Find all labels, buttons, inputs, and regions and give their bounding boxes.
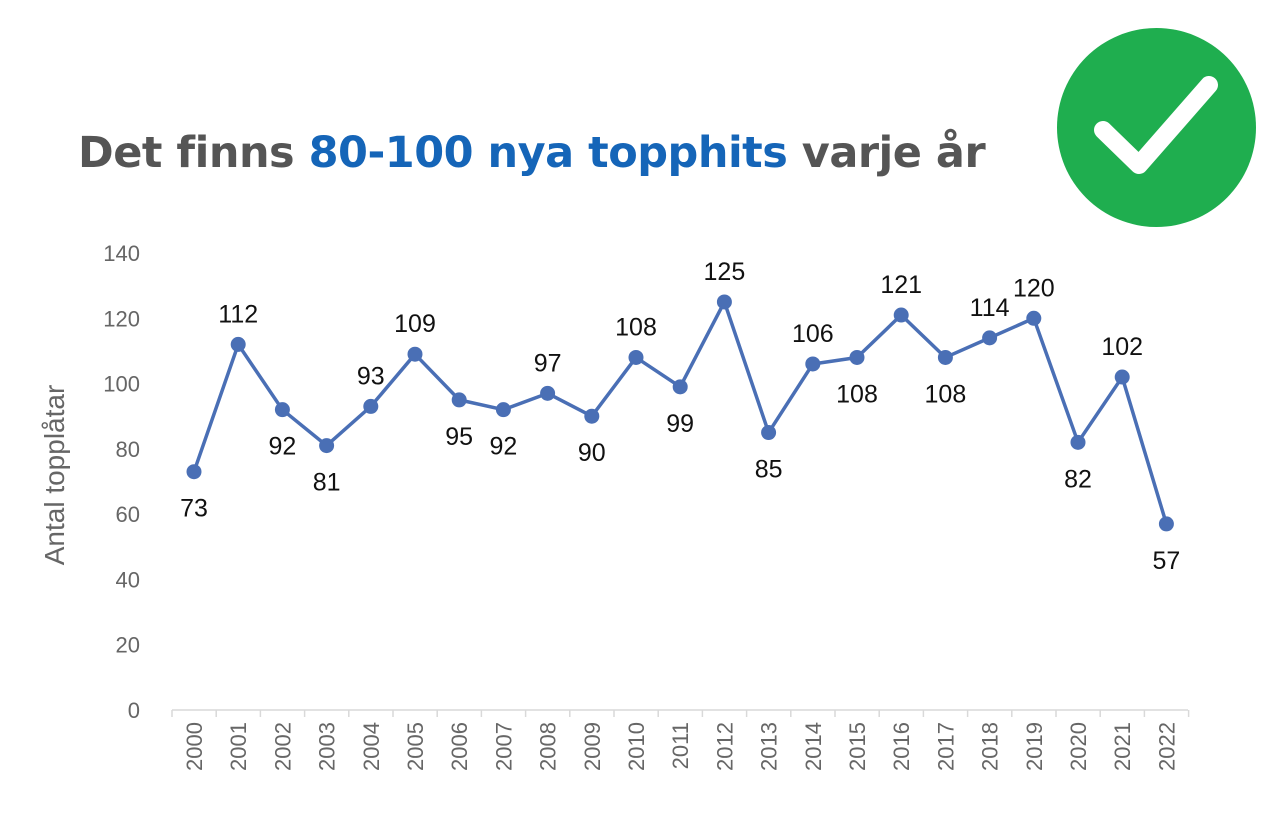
data-point (540, 385, 556, 401)
data-point (761, 425, 777, 441)
x-tick-label: 2003 (315, 722, 340, 771)
data-point (319, 438, 335, 454)
y-tick-label: 60 (116, 502, 140, 527)
x-tick-label: 2010 (624, 722, 649, 771)
data-label: 109 (394, 310, 436, 338)
data-label: 108 (836, 380, 878, 408)
data-label: 85 (755, 456, 783, 484)
data-point (1070, 434, 1086, 450)
data-point (230, 336, 246, 352)
y-tick-label: 120 (103, 306, 140, 331)
data-label: 82 (1064, 465, 1092, 493)
x-tick-label: 2022 (1154, 722, 1179, 771)
data-label: 93 (357, 362, 385, 390)
x-tick-label: 2007 (491, 722, 516, 771)
y-axis-label: Antal topplåtar (39, 385, 70, 566)
data-label: 57 (1152, 547, 1180, 575)
data-point (805, 356, 821, 372)
x-tick-label: 2019 (1022, 722, 1047, 771)
x-tick-label: 2004 (359, 722, 384, 771)
data-point (672, 379, 688, 395)
y-tick-label: 0 (128, 698, 140, 723)
data-point (1114, 369, 1130, 385)
data-label: 125 (704, 258, 746, 286)
title-part-2: varje år (787, 128, 986, 178)
y-tick-label: 100 (103, 372, 140, 397)
x-tick-label: 2014 (801, 722, 826, 771)
data-label: 95 (445, 423, 473, 451)
x-tick-label: 2002 (270, 722, 295, 771)
y-tick-label: 80 (116, 437, 140, 462)
y-tick-label: 40 (116, 567, 140, 592)
y-tick-label: 20 (116, 633, 140, 658)
data-point (716, 294, 732, 310)
data-label: 97 (534, 349, 562, 377)
x-tick-label: 2009 (580, 722, 605, 771)
checkmark-icon (1057, 28, 1256, 227)
x-tick-label: 2016 (889, 722, 914, 771)
y-tick-label: 140 (103, 241, 140, 266)
title-part-1: Det finns (78, 128, 309, 178)
x-tick-label: 2021 (1110, 722, 1135, 771)
data-label: 90 (578, 439, 606, 467)
data-label: 108 (925, 380, 967, 408)
data-label: 73 (180, 495, 208, 523)
data-point (584, 408, 600, 424)
data-point (451, 392, 467, 408)
data-point (937, 349, 953, 365)
data-label: 81 (313, 469, 341, 497)
data-label: 121 (880, 271, 922, 299)
x-tick-label: 2005 (403, 722, 428, 771)
data-point (1026, 310, 1042, 326)
x-tick-label: 2006 (447, 722, 472, 771)
x-tick-label: 2020 (1066, 722, 1091, 771)
data-label: 108 (615, 313, 657, 341)
data-point (274, 402, 290, 418)
data-label: 106 (792, 320, 834, 348)
title-highlight: 80-100 nya topphits (308, 128, 788, 178)
x-tick-label: 2013 (757, 722, 782, 771)
x-tick-label: 2011 (668, 722, 693, 769)
data-label: 92 (268, 433, 296, 461)
x-tick-label: 2001 (226, 722, 251, 771)
x-tick-label: 2018 (978, 722, 1003, 771)
data-label: 114 (970, 294, 1010, 322)
data-point (849, 349, 865, 365)
x-tick-label: 2012 (712, 722, 737, 771)
data-point (363, 398, 379, 414)
data-point (982, 330, 998, 346)
data-point (628, 349, 644, 365)
data-point (1158, 516, 1174, 532)
x-tick-label: 2000 (182, 722, 207, 771)
data-label: 92 (489, 433, 517, 461)
data-label: 102 (1101, 333, 1143, 361)
x-tick-label: 2017 (933, 722, 958, 771)
data-point (495, 402, 511, 418)
data-label: 120 (1013, 274, 1055, 302)
data-point (893, 307, 909, 323)
chart-title: Det finns 80-100 nya topphits varje år (78, 128, 986, 178)
data-point (186, 464, 202, 480)
data-label: 112 (218, 300, 258, 328)
data-label: 99 (666, 410, 694, 438)
data-point (407, 346, 423, 362)
x-tick-label: 2015 (845, 722, 870, 771)
x-tick-label: 2008 (536, 722, 561, 771)
